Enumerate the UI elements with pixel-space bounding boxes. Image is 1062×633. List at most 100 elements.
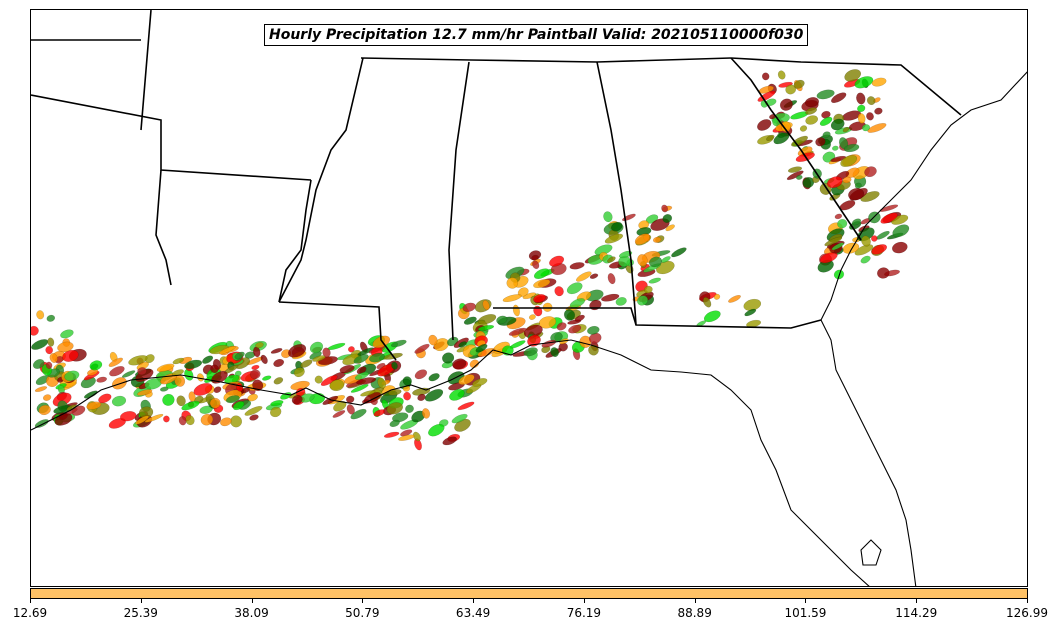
paintball-blob bbox=[322, 347, 331, 358]
paintball-blob bbox=[176, 395, 186, 407]
paintball-blob bbox=[856, 92, 866, 105]
paintball-blob bbox=[589, 273, 599, 279]
paintball-blob bbox=[398, 434, 415, 441]
paintball-blob bbox=[34, 386, 48, 392]
atlantic-coast-georgia-sc bbox=[820, 71, 1027, 321]
paintball-blob bbox=[615, 297, 627, 306]
colorbar-tick-label: 88.89 bbox=[677, 606, 712, 620]
paintball-blob bbox=[414, 369, 428, 380]
paintball-blob bbox=[843, 143, 860, 153]
paintball-blob bbox=[181, 400, 200, 411]
paintball-blob bbox=[502, 294, 522, 303]
paintball-blob bbox=[424, 389, 444, 402]
paintball-blob bbox=[348, 346, 355, 353]
paintball-blob bbox=[322, 395, 339, 405]
paintball-blob bbox=[528, 314, 536, 320]
paintball-blob bbox=[665, 224, 675, 232]
paintball-blob bbox=[252, 379, 264, 392]
paintball-blob bbox=[244, 406, 263, 416]
paintball-blob bbox=[172, 357, 185, 365]
paintball-blob bbox=[831, 242, 844, 251]
colorbar-tick-mark bbox=[473, 599, 475, 603]
paintball-blob bbox=[854, 76, 874, 89]
paintball-blob bbox=[463, 316, 477, 325]
paintball-blob bbox=[787, 166, 803, 173]
paintball-blob bbox=[156, 363, 175, 372]
paintball-blob bbox=[834, 213, 843, 220]
paintball-blob bbox=[428, 373, 440, 382]
paintball-blob bbox=[273, 377, 284, 385]
paintball-blob bbox=[202, 355, 214, 364]
paintball-blob bbox=[866, 96, 876, 106]
paintball-blob bbox=[569, 262, 585, 270]
paintball-blob bbox=[225, 395, 240, 404]
paintball-blob bbox=[533, 294, 546, 303]
gulf-coast-louisiana bbox=[31, 339, 870, 586]
paintball-blob bbox=[816, 89, 835, 100]
paintball-blob bbox=[643, 285, 653, 294]
coastline bbox=[31, 71, 1027, 586]
paintball-blob bbox=[799, 125, 808, 132]
paintball-blob bbox=[57, 341, 74, 353]
paintball-blob bbox=[253, 346, 261, 358]
paintball-blob bbox=[280, 392, 292, 400]
paintball-blob bbox=[137, 367, 147, 376]
paintball-blob bbox=[611, 221, 623, 232]
colorbar-tick-mark bbox=[140, 599, 142, 603]
map-panel: Hourly Precipitation 12.7 mm/hr Paintbal… bbox=[30, 9, 1028, 587]
paintball-blob bbox=[314, 375, 323, 384]
paintball-blob bbox=[671, 247, 687, 258]
paintball-blob bbox=[604, 233, 624, 244]
paintball-blob bbox=[819, 252, 838, 264]
florida-panhandle-border bbox=[493, 307, 822, 329]
paintball-blob bbox=[64, 370, 80, 382]
map-title: Hourly Precipitation 12.7 mm/hr Paintbal… bbox=[264, 24, 809, 46]
paintball-blob bbox=[618, 250, 633, 259]
paintball-blob bbox=[458, 341, 467, 348]
paintball-blob bbox=[373, 409, 385, 417]
paintball-blob bbox=[661, 204, 668, 213]
paintball-blob bbox=[603, 211, 613, 223]
paintball-blob bbox=[377, 377, 387, 389]
tennessee-south-border bbox=[360, 57, 732, 63]
paintball-blob bbox=[354, 371, 369, 380]
paintball-blob bbox=[607, 273, 616, 285]
paintball-blob bbox=[892, 224, 910, 238]
paintball-blob bbox=[251, 364, 260, 370]
paintball-blob bbox=[482, 300, 490, 311]
paintball-blob bbox=[96, 376, 108, 383]
paintball-blob bbox=[496, 315, 508, 325]
paintball-blob bbox=[652, 236, 662, 243]
paintball-blob bbox=[831, 92, 847, 104]
paintball-blob bbox=[383, 431, 400, 438]
paintball-blob bbox=[861, 124, 871, 132]
paintball-blob bbox=[293, 367, 305, 378]
paintball-blob bbox=[804, 97, 820, 108]
paintball-blob bbox=[860, 255, 871, 264]
paintball-blob bbox=[270, 400, 284, 407]
paintball-blob bbox=[512, 304, 520, 317]
paintball-blob bbox=[220, 417, 232, 427]
paintball-blob bbox=[36, 310, 45, 320]
paintball-blob bbox=[477, 325, 495, 331]
paintball-blob bbox=[648, 256, 663, 268]
paintball-blob bbox=[777, 70, 786, 80]
paintball-blob bbox=[864, 166, 877, 178]
paintball-blob bbox=[350, 408, 367, 420]
paintball-blob bbox=[837, 219, 848, 229]
colorbar-tick-mark bbox=[694, 599, 696, 603]
paintball-blob bbox=[757, 119, 772, 131]
paintball-blob bbox=[185, 415, 195, 426]
paintball-blob bbox=[766, 134, 775, 142]
paintball-blob bbox=[119, 411, 137, 422]
paintball-blob bbox=[713, 293, 721, 300]
paintball-blob bbox=[109, 366, 125, 377]
paintball-blob bbox=[47, 337, 55, 347]
paintball-blob bbox=[42, 394, 52, 401]
paintball-blob bbox=[457, 401, 475, 411]
paintball-blob bbox=[636, 295, 649, 306]
paintball-blob bbox=[637, 254, 648, 267]
paintball-blob bbox=[89, 360, 103, 371]
paintball-blob bbox=[569, 298, 586, 308]
paintball-blob bbox=[533, 279, 551, 289]
